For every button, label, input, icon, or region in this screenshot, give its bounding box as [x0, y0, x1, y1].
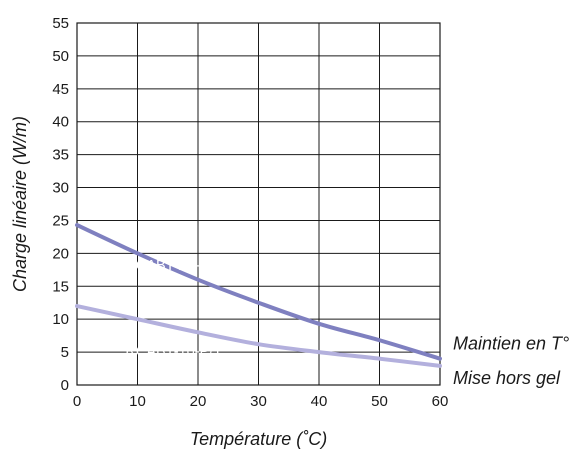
x-tick-label: 20 [190, 393, 207, 410]
y-tick-label: 20 [52, 245, 69, 262]
series-labels: RCABT-20-P/T RCABT-10-P/T [125, 258, 222, 360]
plot-frame [76, 22, 441, 386]
y-tick-label: 0 [61, 377, 69, 394]
x-tick-label: 30 [250, 393, 267, 410]
series-line-rcabt-20 [75, 223, 442, 361]
x-tick-label: 50 [371, 393, 388, 410]
y-tick-label: 15 [52, 278, 69, 295]
y-tick-label: 40 [52, 114, 69, 131]
series-side-labels: Maintien en T° Mise hors gel [453, 334, 569, 388]
y-tick-label: 55 [52, 15, 69, 32]
series-label-rcabt-20: RCABT-20-P/T [125, 258, 222, 274]
x-tick-label: 10 [129, 393, 146, 410]
series-layer [75, 223, 442, 368]
side-label-hors-gel: Mise hors gel [453, 368, 561, 388]
y-tick-label: 35 [52, 147, 69, 164]
y-tick-label: 5 [61, 344, 69, 361]
y-tick-label: 25 [52, 212, 69, 229]
y-tick-label: 45 [52, 81, 69, 98]
y-axis-label: Charge linéaire (W/m) [10, 116, 30, 292]
x-tick-label: 40 [311, 393, 328, 410]
series-line-rcabt-10 [75, 304, 442, 368]
side-label-maintien: Maintien en T° [453, 334, 569, 354]
x-axis-label: Température (˚C) [190, 429, 327, 449]
tick-labels: 0 10 20 30 40 50 60 0 5 10 15 20 25 30 35 40 45 50 55 [52, 15, 448, 410]
y-tick-label: 30 [52, 180, 69, 197]
y-tick-label: 50 [52, 48, 69, 65]
x-tick-label: 0 [73, 393, 81, 410]
x-tick-label: 60 [432, 393, 449, 410]
grid [76, 22, 441, 386]
series-label-rcabt-10: RCABT-10-P/T [125, 344, 222, 360]
y-tick-label: 10 [52, 311, 69, 328]
